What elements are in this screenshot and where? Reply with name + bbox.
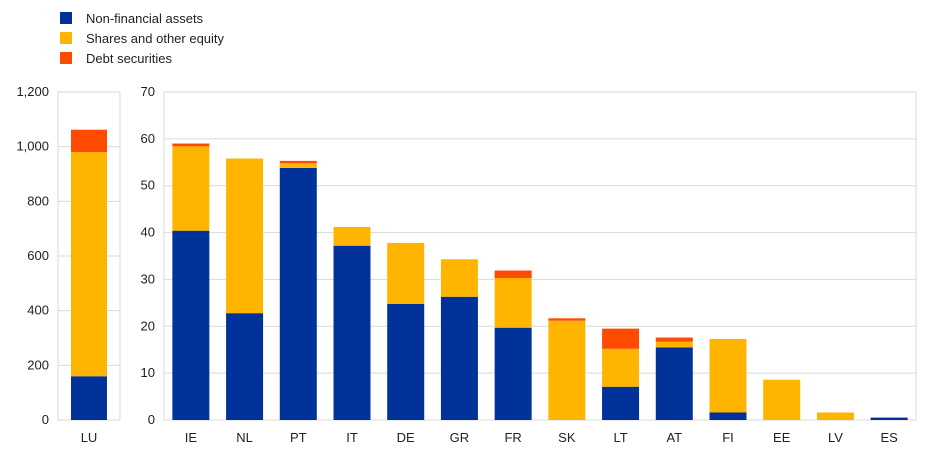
- x-tick-label-fr: FR: [504, 430, 521, 445]
- main-y-tick-label: 10: [141, 365, 155, 380]
- lu-y-tick-label: 800: [27, 193, 49, 208]
- x-tick-label-es: ES: [880, 430, 898, 445]
- legend-label-shares-and-other-equity: Shares and other equity: [86, 30, 225, 46]
- main-y-tick-label: 20: [141, 318, 155, 333]
- x-tick-label-gr: GR: [450, 430, 470, 445]
- bar-lu-debt-securities: [71, 129, 107, 153]
- x-tick-label-it: IT: [346, 430, 358, 445]
- bar-gr-non-financial-assets: [440, 296, 478, 420]
- bar-pt-non-financial-assets: [279, 167, 317, 420]
- bar-fr-shares-and-other-equity: [494, 278, 532, 328]
- bar-lt-shares-and-other-equity: [602, 348, 640, 387]
- legend: Non-financial assets Shares and other eq…: [60, 8, 224, 68]
- x-tick-label-nl: NL: [236, 430, 253, 445]
- bar-it-non-financial-assets: [333, 245, 371, 420]
- bar-ee-shares-and-other-equity: [763, 379, 801, 420]
- main-plot-frame: [163, 91, 917, 421]
- lu-y-tick-label: 200: [27, 357, 49, 372]
- legend-item-shares-and-other-equity: Shares and other equity: [60, 28, 224, 48]
- bar-at-shares-and-other-equity: [655, 341, 693, 348]
- legend-swatch-shares-and-other-equity: [60, 32, 72, 44]
- bar-nl-non-financial-assets: [226, 313, 264, 420]
- bar-at-non-financial-assets: [655, 347, 693, 420]
- bar-at-debt-securities: [655, 337, 693, 342]
- main-y-tick-label: 40: [141, 225, 155, 240]
- bar-pt-shares-and-other-equity: [279, 163, 317, 168]
- bar-ie-shares-and-other-equity: [172, 146, 210, 231]
- bar-it-shares-and-other-equity: [333, 226, 371, 246]
- legend-swatch-debt-securities: [60, 52, 72, 64]
- x-tick-label-fi: FI: [722, 430, 734, 445]
- main-y-tick-label: 0: [148, 412, 155, 427]
- bar-fr-non-financial-assets: [494, 327, 532, 420]
- bar-ie-debt-securities: [172, 143, 210, 147]
- main-y-tick-label: 70: [141, 84, 155, 99]
- bar-pt-debt-securities: [279, 160, 317, 164]
- bar-lt-debt-securities: [602, 328, 640, 349]
- main-y-tick-label: 50: [141, 178, 155, 193]
- lu-y-tick-label: 0: [42, 412, 49, 427]
- legend-label-debt-securities: Debt securities: [86, 50, 172, 66]
- bar-de-shares-and-other-equity: [387, 242, 425, 304]
- legend-label-non-financial-assets: Non-financial assets: [86, 10, 204, 26]
- bar-fr-debt-securities: [494, 270, 532, 279]
- bar-lv-shares-and-other-equity: [816, 412, 854, 420]
- bar-lt-non-financial-assets: [602, 386, 640, 420]
- x-tick-label-lt: LT: [613, 430, 627, 445]
- x-tick-label-ee: EE: [773, 430, 791, 445]
- bar-de-non-financial-assets: [387, 303, 425, 420]
- bar-fi-non-financial-assets: [709, 412, 747, 420]
- x-tick-label-lv: LV: [828, 430, 843, 445]
- main-y-tick-label: 30: [141, 271, 155, 286]
- lu-y-tick-label: 600: [27, 248, 49, 263]
- bar-sk-shares-and-other-equity: [548, 320, 586, 420]
- lu-y-tick-label: 400: [27, 303, 49, 318]
- lu-y-tick-label: 1,000: [16, 139, 49, 154]
- x-tick-label-at: AT: [666, 430, 682, 445]
- legend-item-non-financial-assets: Non-financial assets: [60, 8, 224, 28]
- bar-ie-non-financial-assets: [172, 230, 210, 420]
- bar-lu-shares-and-other-equity: [71, 152, 107, 377]
- bar-lu-non-financial-assets: [71, 376, 107, 420]
- x-tick-label-ie: IE: [185, 430, 198, 445]
- bar-gr-shares-and-other-equity: [440, 259, 478, 297]
- x-tick-label-lu: LU: [81, 430, 98, 445]
- lu-y-tick-label: 1,200: [16, 84, 49, 99]
- legend-item-debt-securities: Debt securities: [60, 48, 224, 68]
- bar-sk-debt-securities: [548, 318, 586, 321]
- x-tick-label-de: DE: [397, 430, 415, 445]
- bar-fi-shares-and-other-equity: [709, 338, 747, 413]
- legend-swatch-non-financial-assets: [60, 12, 72, 24]
- x-tick-label-sk: SK: [558, 430, 576, 445]
- bar-nl-shares-and-other-equity: [226, 158, 264, 314]
- main-y-tick-label: 60: [141, 131, 155, 146]
- bar-es-non-financial-assets: [870, 417, 908, 420]
- x-tick-label-pt: PT: [290, 430, 307, 445]
